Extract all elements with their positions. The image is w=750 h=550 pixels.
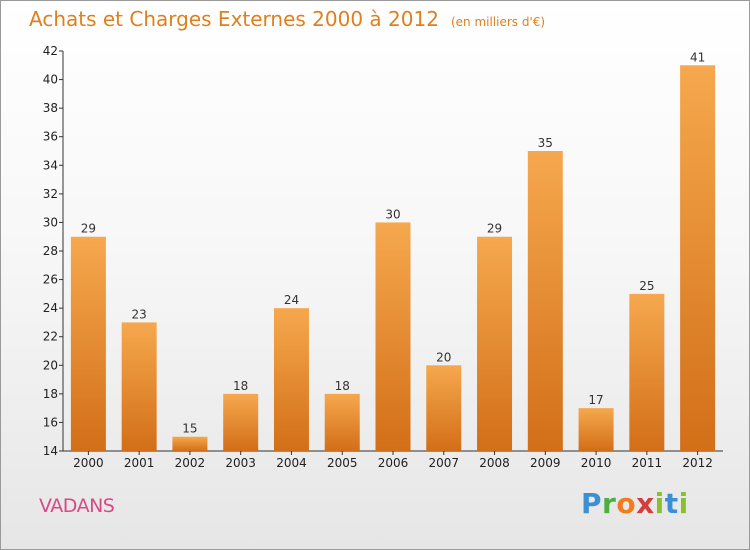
x-tick-label: 2005 <box>327 456 358 470</box>
y-tick-label: 14 <box>43 444 58 458</box>
y-tick-label: 38 <box>43 101 58 115</box>
x-tick-label: 2008 <box>479 456 510 470</box>
bar <box>680 65 716 452</box>
x-tick-label: 2004 <box>276 456 307 470</box>
bar <box>324 393 360 451</box>
bar <box>375 222 411 451</box>
bar-value-label: 18 <box>335 379 350 393</box>
bar <box>477 236 513 451</box>
bar <box>172 436 208 451</box>
x-tick-label: 2007 <box>428 456 459 470</box>
y-tick-label: 22 <box>43 330 58 344</box>
y-tick-label: 16 <box>43 415 58 429</box>
bar-value-label: 17 <box>588 393 603 407</box>
bar-value-label: 41 <box>690 50 705 64</box>
bar <box>578 408 614 451</box>
y-tick-label: 30 <box>43 215 58 229</box>
x-tick-label: 2000 <box>73 456 104 470</box>
x-tick-label: 2009 <box>530 456 561 470</box>
chart-title: Achats et Charges Externes 2000 à 2012 (e… <box>29 7 545 31</box>
y-tick-label: 28 <box>43 244 58 258</box>
bar-value-label: 23 <box>132 307 147 321</box>
x-tick-label: 2003 <box>225 456 256 470</box>
chart-unit: (en milliers d'€) <box>450 15 546 29</box>
commune-name: VADANS <box>39 495 115 517</box>
chart-bars <box>70 65 716 452</box>
bar-value-label: 18 <box>233 379 248 393</box>
y-tick-label: 36 <box>43 130 58 144</box>
bar <box>426 365 462 451</box>
y-tick-label: 20 <box>43 358 58 372</box>
bar-value-label: 30 <box>385 207 400 221</box>
bar <box>223 393 259 451</box>
x-tick-label: 2012 <box>682 456 713 470</box>
proxiti-logo[interactable]: Proxiti <box>581 487 689 520</box>
x-tick-label: 2001 <box>124 456 155 470</box>
y-tick-label: 34 <box>43 158 58 172</box>
chart-axes: 14 16 18 20 22 24 26 28 30 32 34 36 38 40 42 2000 2001 20… <box>43 44 723 470</box>
bar-value-label: 24 <box>284 293 299 307</box>
bar-value-label: 29 <box>81 222 96 236</box>
bar <box>70 236 106 451</box>
bar <box>629 293 665 451</box>
x-tick-label: 2006 <box>378 456 409 470</box>
bar-value-label: 29 <box>487 222 502 236</box>
y-tick-label: 42 <box>43 44 58 58</box>
y-tick-label: 40 <box>43 73 58 87</box>
bar <box>527 151 563 451</box>
y-tick-label: 32 <box>43 187 58 201</box>
bar <box>121 322 157 451</box>
chart-value-labels: 29 23 15 18 24 18 30 20 29 35 17 25 41 <box>81 50 706 435</box>
bar-value-label: 25 <box>639 279 654 293</box>
y-tick-label: 18 <box>43 387 58 401</box>
bar-value-label: 35 <box>538 136 553 150</box>
x-tick-label: 2010 <box>581 456 612 470</box>
bar <box>273 308 309 451</box>
x-tick-label: 2002 <box>175 456 206 470</box>
chart-title-text: Achats et Charges Externes 2000 à 2012 <box>29 7 439 31</box>
y-tick-label: 26 <box>43 273 58 287</box>
x-tick-label: 2011 <box>632 456 663 470</box>
y-tick-label: 24 <box>43 301 58 315</box>
bar-value-label: 20 <box>436 350 451 364</box>
bar-value-label: 15 <box>182 422 197 436</box>
